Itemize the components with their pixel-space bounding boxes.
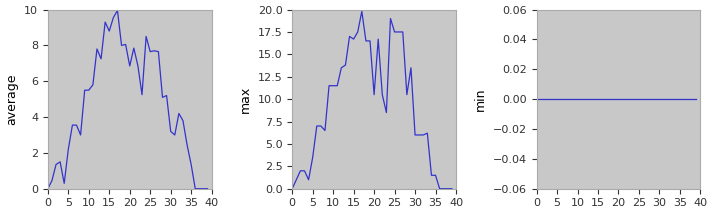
Y-axis label: min: min (474, 87, 487, 111)
Y-axis label: max: max (239, 86, 252, 113)
Y-axis label: average: average (6, 73, 19, 125)
